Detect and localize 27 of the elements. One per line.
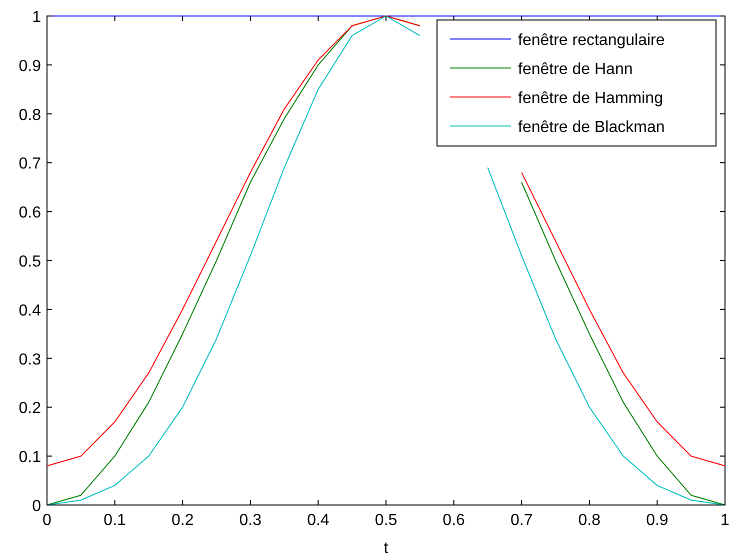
- y-tick-label: 0.5: [18, 254, 42, 270]
- x-tick-label: 0.2: [171, 512, 194, 529]
- legend-label: fenêtre de Hann: [518, 61, 633, 78]
- x-tick-label: 0.8: [578, 512, 601, 529]
- y-tick-label: 0.6: [18, 204, 42, 222]
- x-tick-label: 0.9: [646, 512, 668, 529]
- y-tick-label: 0.1: [18, 449, 42, 466]
- x-tick-label: 0.7: [510, 512, 533, 529]
- x-tick-label: 0.5: [374, 512, 398, 529]
- y-tick-label: 0.3: [18, 351, 42, 368]
- x-tick-label: 1: [720, 512, 730, 529]
- x-tick-label: 0.1: [104, 512, 126, 529]
- x-axis-title: t: [384, 540, 389, 557]
- y-tick-label: 0.9: [18, 58, 42, 75]
- y-tick-label: 0: [32, 498, 42, 515]
- y-tick-label: 0.4: [18, 302, 42, 320]
- x-tick-label: 0: [42, 512, 52, 529]
- y-tick-label: 0.8: [18, 106, 42, 124]
- y-tick-label: 1: [32, 9, 42, 26]
- y-tick-label: 0.7: [18, 156, 42, 173]
- x-tick-label: 0.3: [239, 512, 262, 529]
- legend-label: fenêtre rectangulaire: [518, 32, 665, 49]
- legend-label: fenêtre de Blackman: [518, 119, 665, 136]
- legend-label: fenêtre de Hamming: [518, 90, 663, 107]
- x-tick-label: 0.4: [307, 512, 330, 529]
- y-tick-label: 0.2: [18, 400, 42, 418]
- x-tick-label: 0.6: [442, 512, 466, 529]
